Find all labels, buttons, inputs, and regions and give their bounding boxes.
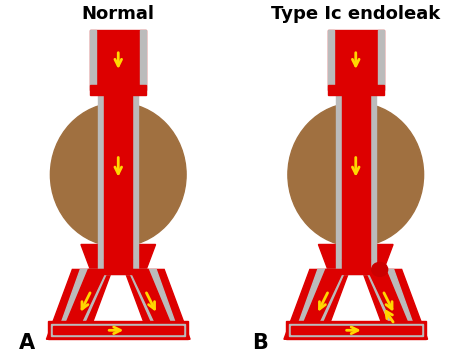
Polygon shape [297, 269, 344, 339]
Bar [98, 90, 138, 260]
Text: Type Ic endoleak: Type Ic endoleak [271, 5, 440, 23]
Bar [91, 30, 146, 90]
Text: Normal: Normal [82, 5, 155, 23]
Polygon shape [59, 269, 106, 339]
Bar [291, 326, 420, 334]
Bar [289, 324, 423, 336]
Polygon shape [319, 245, 393, 269]
Bar [286, 321, 426, 339]
Bar [342, 90, 370, 260]
Bar [48, 321, 188, 339]
Bar [91, 30, 96, 90]
Bar [336, 90, 376, 260]
Bar [91, 85, 146, 95]
Polygon shape [55, 269, 108, 339]
Bar [140, 30, 146, 90]
Ellipse shape [50, 103, 186, 246]
Text: B: B [252, 333, 268, 353]
Bar [98, 260, 138, 274]
Bar [336, 260, 376, 274]
Polygon shape [362, 269, 428, 339]
Bar [328, 30, 383, 90]
Bar [328, 30, 334, 90]
Polygon shape [368, 269, 415, 339]
Polygon shape [124, 269, 190, 339]
Polygon shape [128, 269, 181, 339]
Text: A: A [18, 333, 35, 353]
Polygon shape [81, 245, 155, 269]
Bar [51, 324, 185, 336]
Bar [54, 326, 183, 334]
Bar [104, 260, 132, 274]
Bar [104, 90, 132, 260]
Polygon shape [130, 269, 177, 339]
Bar [328, 85, 383, 95]
Polygon shape [293, 269, 346, 339]
Polygon shape [46, 269, 112, 339]
Bar [342, 260, 370, 274]
Ellipse shape [372, 262, 388, 276]
Polygon shape [284, 269, 350, 339]
Ellipse shape [288, 103, 424, 246]
Bar [378, 30, 383, 90]
Polygon shape [366, 269, 419, 339]
